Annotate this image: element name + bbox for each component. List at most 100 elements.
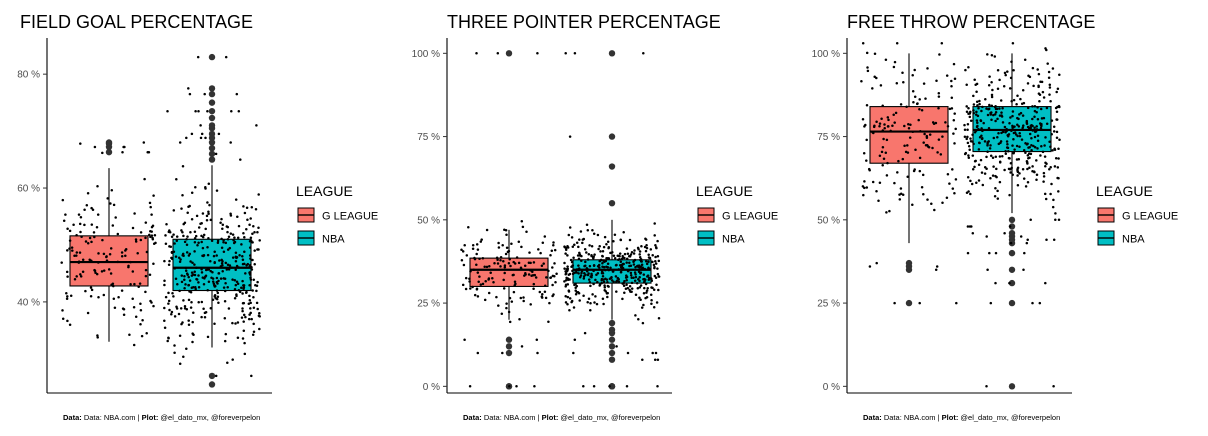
data-point — [111, 224, 115, 227]
outlier-point — [208, 156, 216, 163]
data-point — [989, 177, 992, 180]
data-point — [184, 266, 188, 270]
data-point — [68, 323, 72, 327]
data-point — [640, 244, 643, 248]
data-point — [907, 123, 910, 126]
data-point — [913, 95, 917, 99]
data-point — [1010, 60, 1013, 63]
data-point — [144, 268, 148, 272]
data-point — [963, 135, 967, 138]
data-point — [565, 276, 568, 280]
data-point — [465, 254, 469, 257]
data-point — [985, 107, 988, 110]
data-point — [1025, 241, 1029, 245]
data-point — [467, 226, 470, 229]
data-point — [1009, 241, 1013, 245]
data-point — [574, 286, 577, 289]
data-point — [878, 125, 881, 128]
data-point — [550, 249, 554, 252]
data-point — [650, 286, 653, 289]
data-point — [250, 268, 254, 271]
data-point — [1002, 128, 1005, 132]
data-point — [173, 315, 177, 318]
data-point — [175, 307, 179, 310]
data-point — [194, 234, 198, 238]
data-point — [496, 52, 500, 55]
data-point — [603, 284, 606, 287]
data-point — [253, 231, 256, 234]
data-point — [965, 110, 969, 114]
data-point — [553, 262, 556, 265]
data-point — [911, 90, 915, 93]
data-point — [483, 298, 487, 302]
data-point — [977, 179, 981, 182]
data-point — [209, 306, 213, 310]
data-point — [602, 265, 606, 269]
data-point — [552, 293, 555, 296]
data-point — [906, 175, 909, 179]
data-point — [238, 253, 241, 257]
data-point — [1025, 119, 1029, 123]
data-point — [585, 223, 589, 226]
data-point — [200, 315, 203, 319]
outlier-point — [905, 299, 913, 307]
data-point — [83, 208, 86, 211]
data-point — [639, 298, 642, 301]
data-point — [1049, 100, 1052, 103]
data-point — [571, 245, 575, 248]
data-point — [220, 217, 223, 221]
data-point — [1029, 152, 1033, 156]
data-point — [918, 98, 921, 101]
data-point — [227, 235, 231, 238]
data-point — [988, 251, 991, 255]
data-point — [628, 238, 632, 242]
data-point — [601, 261, 604, 265]
data-point — [975, 119, 979, 122]
data-point — [515, 385, 518, 388]
data-point — [1047, 70, 1051, 74]
caption-text2: @el_dato_mx, @foreverpelon — [158, 413, 260, 422]
data-point — [183, 275, 186, 278]
data-point — [1036, 147, 1039, 150]
data-point — [499, 265, 502, 268]
data-point — [243, 352, 247, 356]
data-point — [248, 271, 251, 274]
data-point — [941, 135, 944, 138]
data-point — [937, 91, 941, 95]
data-point — [1017, 125, 1021, 128]
data-point — [1050, 182, 1053, 186]
data-point — [112, 297, 116, 300]
y-tick-label: 25 % — [817, 299, 840, 310]
data-point — [190, 132, 194, 136]
data-point — [1052, 198, 1055, 202]
data-point — [127, 264, 130, 268]
data-point — [190, 271, 194, 274]
data-point — [68, 239, 72, 242]
data-point — [924, 97, 927, 100]
data-point — [966, 123, 970, 126]
data-point — [563, 280, 566, 283]
data-point — [977, 127, 980, 131]
data-point — [875, 261, 878, 265]
data-point — [972, 111, 975, 115]
data-point — [505, 302, 508, 305]
data-point — [913, 68, 916, 72]
data-point — [150, 213, 153, 216]
data-point — [252, 306, 256, 309]
data-point — [642, 291, 646, 295]
data-point — [241, 307, 244, 310]
data-point — [604, 259, 608, 263]
data-point — [522, 299, 525, 303]
data-point — [207, 182, 211, 186]
data-point — [180, 274, 184, 277]
data-point — [78, 222, 82, 226]
data-point — [519, 296, 523, 300]
data-point — [481, 257, 485, 260]
data-point — [527, 261, 531, 265]
data-point — [641, 266, 644, 269]
data-point — [592, 257, 595, 260]
data-point — [1051, 149, 1054, 152]
data-point — [614, 275, 618, 278]
data-point — [79, 215, 83, 219]
data-point — [206, 288, 209, 292]
